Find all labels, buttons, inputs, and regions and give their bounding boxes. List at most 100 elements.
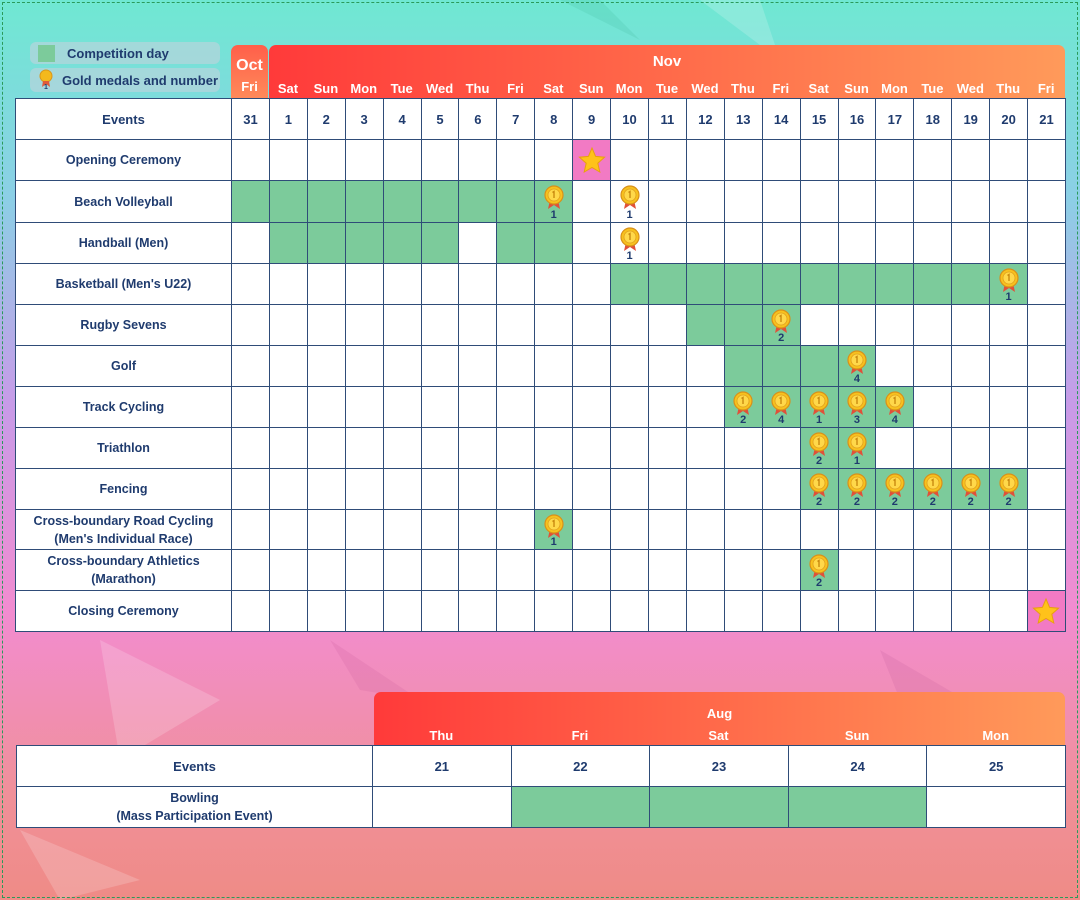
day-cell — [761, 549, 801, 591]
gold-medal-icon — [885, 473, 905, 497]
day-cell — [420, 304, 460, 346]
day-cell — [572, 549, 612, 591]
event-row: Handball (Men) 1 — [15, 222, 1066, 264]
day-cell — [647, 263, 687, 305]
day-cell — [420, 345, 460, 387]
legend-competition-label: Competition day — [67, 45, 169, 61]
gold-medal-icon — [771, 309, 791, 333]
weekday-label: Sat — [808, 81, 829, 96]
day-cell — [951, 427, 991, 469]
day-cell: 1 — [610, 180, 649, 223]
gold-medal-icon — [809, 432, 829, 456]
day-cell — [572, 139, 612, 181]
gold-medal-count: 2 — [778, 332, 785, 344]
weekday-label: Thu — [730, 81, 755, 96]
day-cell — [1027, 590, 1066, 632]
day-cell — [420, 180, 460, 223]
legend-gold-medals: 1 Gold medals and number — [30, 68, 220, 92]
month-header-oct: Oct Fri — [231, 45, 268, 99]
day-cell — [610, 304, 649, 346]
day-cell: 4 — [875, 386, 915, 428]
day-cell — [723, 345, 763, 387]
gold-medal-icon — [847, 350, 867, 374]
day-cell — [989, 590, 1029, 632]
day-cell — [685, 549, 725, 591]
day-cell — [951, 345, 991, 387]
day-cell — [647, 222, 687, 264]
weekday-label: Tue — [655, 81, 679, 96]
header-row: Events 31 1 2 3 4 5 6 7 8 9 10 11 12 13 14 15 16 17 18 19 20 2… — [15, 98, 1066, 140]
event-name: Opening Ceremony — [15, 139, 232, 181]
day-cell — [951, 139, 991, 181]
day-cell — [647, 427, 687, 469]
aug-header-row: Events 21 22 23 24 25 — [16, 745, 1066, 787]
day-cell — [610, 139, 649, 181]
gold-medal-count: 1 — [550, 536, 557, 548]
day-cell: 2 — [989, 468, 1029, 510]
day-cell — [572, 263, 612, 305]
day-cell — [306, 263, 346, 305]
date-header: 15 — [799, 98, 839, 140]
day-cell — [458, 180, 498, 223]
day-cell: 1 — [610, 222, 649, 264]
day-cell — [1027, 427, 1066, 469]
day-cell — [458, 509, 498, 550]
day-cell — [685, 139, 725, 181]
legend-competition-day: Competition day — [30, 42, 220, 64]
day-cell — [496, 222, 536, 264]
day-cell — [496, 386, 536, 428]
day-cell — [799, 263, 839, 305]
event-name: Closing Ceremony — [15, 590, 232, 632]
day-cell — [723, 222, 763, 264]
day-cell: 1 — [837, 427, 877, 469]
day-cell — [875, 590, 915, 632]
day-cell — [534, 427, 574, 469]
day-cell — [572, 180, 612, 223]
day-cell — [231, 139, 270, 181]
day-cell — [723, 139, 763, 181]
day-cell — [306, 468, 346, 510]
gold-medal-icon — [847, 391, 867, 415]
day-cell — [723, 590, 763, 632]
weekday-label: Fri — [772, 81, 790, 96]
day-cell — [231, 345, 270, 387]
day-cell — [1027, 345, 1066, 387]
day-cell — [534, 468, 574, 510]
day-cell — [458, 468, 498, 510]
day-cell: 1 — [534, 180, 574, 223]
date-header: 31 — [231, 98, 270, 140]
day-cell — [875, 139, 915, 181]
day-cell — [268, 180, 308, 223]
event-name: Beach Volleyball — [15, 180, 232, 223]
day-cell — [989, 222, 1029, 264]
month-header-nov: Nov Sat Sun Mon Tue Wed Thu Fri Sat Sun Mon Tue Wed… — [269, 45, 1065, 99]
day-cell — [685, 509, 725, 550]
day-cell — [761, 263, 801, 305]
gold-medal-icon — [885, 391, 905, 415]
day-cell — [382, 590, 422, 632]
day-cell — [534, 549, 574, 591]
day-cell — [268, 590, 308, 632]
weekday-label-oct: Fri — [241, 79, 258, 94]
day-cell — [420, 549, 460, 591]
gold-medal-count: 3 — [853, 414, 861, 426]
legend-gold-label: Gold medals and number — [62, 72, 219, 88]
day-cell — [572, 468, 612, 510]
date-header: 3 — [344, 98, 384, 140]
day-cell — [510, 786, 651, 828]
month-label-oct: Oct — [236, 57, 263, 74]
day-cell — [268, 222, 308, 264]
day-cell — [268, 468, 308, 510]
day-cell — [799, 304, 839, 346]
event-row: Closing Ceremony — [15, 590, 1066, 632]
day-cell — [837, 304, 877, 346]
day-cell — [1027, 139, 1066, 181]
gold-medal-count: 2 — [891, 496, 898, 508]
weekday-label: Sun — [578, 81, 604, 96]
weekday-label: Tue — [921, 81, 944, 96]
day-cell — [458, 222, 498, 264]
event-row: Opening Ceremony — [15, 139, 1066, 181]
weekday-label: Fri — [507, 81, 524, 96]
day-cell — [231, 590, 270, 632]
weekday-label: Tue — [390, 81, 413, 96]
